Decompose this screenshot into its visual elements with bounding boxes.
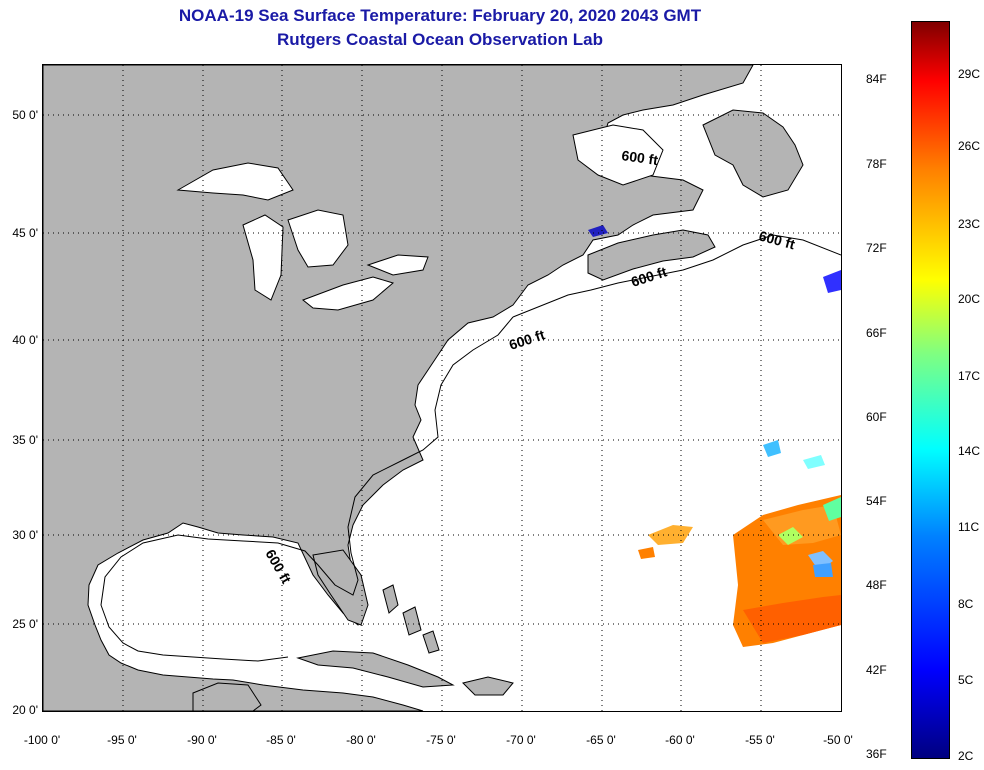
colorbar-c-label: 11C — [958, 520, 980, 534]
newfoundland — [702, 109, 804, 198]
colorbar-c-label: 5C — [958, 673, 974, 687]
lon-label-65: -65 0' — [586, 733, 616, 747]
contour-label-1: 600 ft — [621, 147, 660, 168]
colorbar-f-label: 60F — [866, 410, 887, 424]
hispaniola — [462, 676, 514, 696]
colorbar-f-label: 78F — [866, 157, 887, 171]
colorbar-c-label: 2C — [958, 749, 974, 763]
colorbar-f-label: 42F — [866, 663, 887, 677]
shelf-contour-north — [512, 234, 841, 318]
yucatan — [192, 682, 262, 711]
lat-label-35: 35 0' — [12, 433, 38, 447]
land-mass — [43, 65, 754, 711]
temperature-colorbar — [911, 21, 950, 759]
lake-superior — [176, 162, 294, 201]
lon-label-70: -70 0' — [506, 733, 536, 747]
nova-scotia — [587, 229, 716, 281]
lat-label-50: 50 0' — [12, 108, 38, 122]
lake-michigan — [242, 214, 284, 301]
lat-label-20: 20 0' — [12, 703, 38, 717]
lat-label-40: 40 0' — [12, 333, 38, 347]
graticule — [43, 65, 841, 711]
lake-ontario — [366, 254, 429, 276]
lon-label-55: -55 0' — [745, 733, 775, 747]
colorbar-f-label: 72F — [866, 241, 887, 255]
lon-label-95: -95 0' — [107, 733, 137, 747]
lon-label-75: -75 0' — [426, 733, 456, 747]
lon-label-50: -50 0' — [823, 733, 853, 747]
map-title: NOAA-19 Sea Surface Temperature: Februar… — [178, 6, 702, 25]
contour-label-2: 600 ft — [757, 227, 797, 252]
colorbar-c-label: 23C — [958, 217, 981, 231]
lon-label-90: -90 0' — [187, 733, 217, 747]
shelf-contour — [100, 316, 514, 662]
colorbar-f-label: 84F — [866, 72, 887, 86]
colorbar-c-label: 17C — [958, 369, 981, 383]
map-subtitle: Rutgers Coastal Ocean Observation Lab — [277, 30, 603, 49]
colorbar-c-label: 26C — [958, 139, 981, 153]
sst-data — [588, 225, 841, 647]
colorbar-c-label: 14C — [958, 444, 981, 458]
lat-label-45: 45 0' — [12, 226, 38, 240]
cuba — [296, 650, 455, 688]
lon-label-100: -100 0' — [23, 733, 61, 747]
lat-label-25: 25 0' — [12, 617, 38, 631]
colorbar-c-label: 20C — [958, 292, 981, 306]
colorbar-f-label: 36F — [866, 747, 887, 761]
colorbar-f-label: 54F — [866, 494, 887, 508]
contour-label-4: 600 ft — [507, 326, 547, 353]
lat-label-30: 30 0' — [12, 528, 38, 542]
gulf-st-lawrence — [572, 124, 664, 186]
colorbar-c-label: 8C — [958, 597, 974, 611]
colorbar-f-label: 66F — [866, 326, 887, 340]
sst-map[interactable]: 600 ft 600 ft 600 ft 600 ft 600 ft — [42, 64, 842, 712]
bahamas — [382, 584, 440, 654]
colorbar-c-label: 29C — [958, 67, 981, 81]
colorbar-f-label: 48F — [866, 578, 887, 592]
map-canvas: 600 ft 600 ft 600 ft 600 ft 600 ft — [43, 65, 841, 711]
lon-label-60: -60 0' — [665, 733, 695, 747]
contour-label-5: 600 ft — [262, 547, 294, 587]
lon-label-80: -80 0' — [346, 733, 376, 747]
lake-erie — [302, 276, 395, 311]
lake-huron — [287, 209, 349, 268]
lon-label-85: -85 0' — [266, 733, 296, 747]
